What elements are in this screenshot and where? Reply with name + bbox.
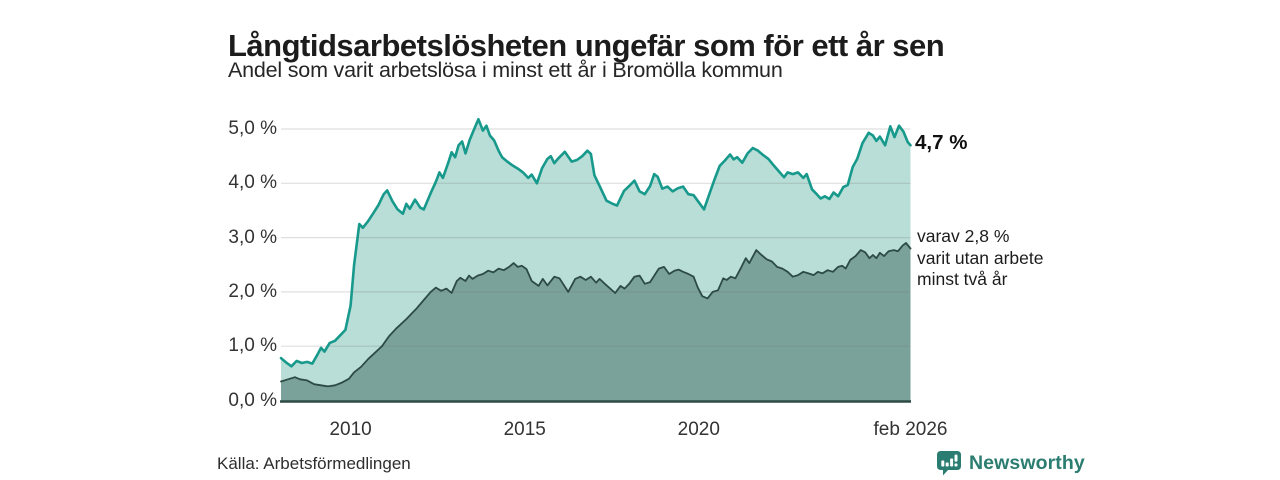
y-axis-label: 2,0 % bbox=[228, 280, 277, 302]
chart-subtitle: Andel som varit arbetslösa i minst ett å… bbox=[228, 58, 783, 82]
series-fill-1 bbox=[281, 243, 911, 401]
series-end-label-one-year: 4,7 % bbox=[915, 131, 968, 154]
y-axis-label: 3,0 % bbox=[228, 226, 277, 248]
series-line-1 bbox=[280, 242, 912, 388]
newsworthy-chart-bubble-icon bbox=[937, 451, 961, 476]
y-axis-label: 1,0 % bbox=[228, 335, 277, 357]
brand-name: Newsworthy bbox=[969, 451, 1085, 474]
page-title: Långtidsarbetslösheten ungefär som för e… bbox=[228, 27, 945, 63]
y-axis-label: 0,0 % bbox=[228, 389, 277, 411]
source-note: Källa: Arbetsförmedlingen bbox=[217, 454, 411, 473]
y-axis-label: 4,0 % bbox=[228, 172, 277, 194]
x-axis-label: feb 2026 bbox=[873, 419, 948, 440]
x-axis-label: 2015 bbox=[503, 419, 546, 440]
newsworthy-logo: Newsworthy bbox=[936, 450, 1085, 476]
annotation-line: minst två år bbox=[917, 269, 1008, 289]
series-line-0 bbox=[279, 117, 912, 368]
series-end-label-two-years: varav 2,8 % varit utan arbete minst två … bbox=[917, 226, 1043, 291]
x-axis-label: 2010 bbox=[329, 419, 372, 440]
annotation-line: varav 2,8 % bbox=[917, 226, 1010, 246]
x-axis-label: 2020 bbox=[677, 419, 720, 440]
annotation-line: varit utan arbete bbox=[917, 247, 1044, 268]
y-axis-label: 5,0 % bbox=[228, 118, 277, 139]
